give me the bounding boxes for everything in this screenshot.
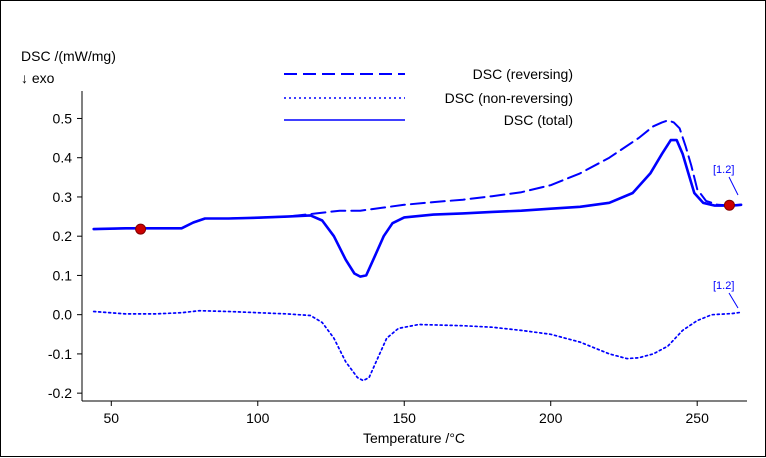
- legend-label-reversing: DSC (reversing): [473, 66, 573, 82]
- y-tick-label: 0.5: [53, 110, 73, 126]
- series-group: [92, 119, 743, 382]
- x-tick-label: 150: [393, 410, 417, 426]
- y-tick-label: 0.0: [53, 307, 73, 323]
- x-axis-label: Temperature /°C: [363, 430, 465, 446]
- series-line-dotted: [92, 309, 742, 382]
- legend-label-non-reversing: DSC (non-reversing): [445, 90, 573, 106]
- x-tick-label: 100: [246, 410, 270, 426]
- legend: DSC (reversing) DSC (non-reversing) DSC …: [284, 66, 573, 128]
- y-ticks: 0.5 0.4 0.3 0.2 0.1 0.0 -0.1 -0.2: [48, 110, 82, 401]
- data-marker: [723, 199, 735, 211]
- x-tick-label: 50: [104, 410, 120, 426]
- y-tick-label: -0.1: [48, 346, 72, 362]
- x-tick-label: 250: [686, 410, 710, 426]
- y-tick-label: 0.2: [53, 228, 73, 244]
- data-marker: [135, 223, 147, 235]
- y-tick-label: 0.3: [53, 189, 73, 205]
- x-tick-label: 200: [539, 410, 563, 426]
- marker-group: [135, 199, 735, 235]
- series-line-solid: [92, 138, 743, 278]
- plot-area: [81, 91, 747, 402]
- legend-label-total: DSC (total): [504, 112, 573, 128]
- annotation-leader-total: [728, 176, 739, 196]
- annotation-nonrev-end: [1.2]: [713, 280, 734, 292]
- y-axis-label: DSC /(mW/mg): [21, 48, 116, 64]
- annotation-total-end: [1.2]: [713, 164, 734, 176]
- y-tick-label: 0.1: [53, 267, 73, 283]
- series-line-dashed: [92, 119, 743, 231]
- x-ticks: 50 100 150 200 250: [104, 401, 710, 426]
- y-tick-label: -0.2: [48, 385, 72, 401]
- y-tick-label: 0.4: [53, 150, 73, 166]
- annotations: [1.2] [1.2]: [713, 164, 739, 309]
- y-axis-sublabel: ↓ exo: [21, 70, 55, 86]
- annotation-leader-nonrev: [728, 292, 739, 309]
